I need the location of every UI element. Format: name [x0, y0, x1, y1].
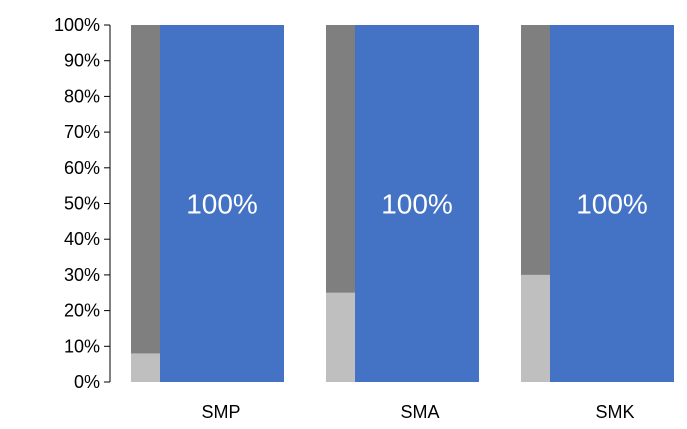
y-tick-label: 50% — [64, 194, 100, 214]
y-tick-label: 60% — [64, 158, 100, 178]
grey-stack-segment-sma-1 — [326, 292, 355, 382]
blue-bar-smp — [160, 25, 284, 382]
y-tick-label: 30% — [64, 265, 100, 285]
y-tick-label: 80% — [64, 86, 100, 106]
grey-stack-segment-sma-2 — [326, 25, 355, 293]
plot-area: 100% 100% 100% 0% 10% 20% 30% 40% 50% 60% 70% 80% 90… — [54, 15, 674, 422]
grey-stack-segment-smp-2 — [131, 25, 160, 354]
y-tick-label: 90% — [64, 51, 100, 71]
y-tick-label: 70% — [64, 122, 100, 142]
y-tick-label: 10% — [64, 336, 100, 356]
grey-stack-segment-smk-2 — [521, 25, 550, 275]
blue-bar-sma — [355, 25, 479, 382]
x-category-label-smp: SMP — [201, 402, 240, 422]
y-tick-label: 100% — [54, 15, 100, 35]
y-tick-label: 20% — [64, 301, 100, 321]
data-label-smp: 100% — [186, 189, 258, 220]
grey-stack-segment-smp-1 — [131, 353, 160, 382]
x-category-label-smk: SMK — [595, 402, 634, 422]
blue-bar-smk — [550, 25, 674, 382]
y-tick-label: 40% — [64, 229, 100, 249]
data-label-sma: 100% — [381, 189, 453, 220]
y-tick-label: 0% — [74, 372, 100, 392]
grey-stack-segment-smk-1 — [521, 274, 550, 382]
data-label-smk: 100% — [576, 189, 648, 220]
x-category-label-sma: SMA — [400, 402, 439, 422]
